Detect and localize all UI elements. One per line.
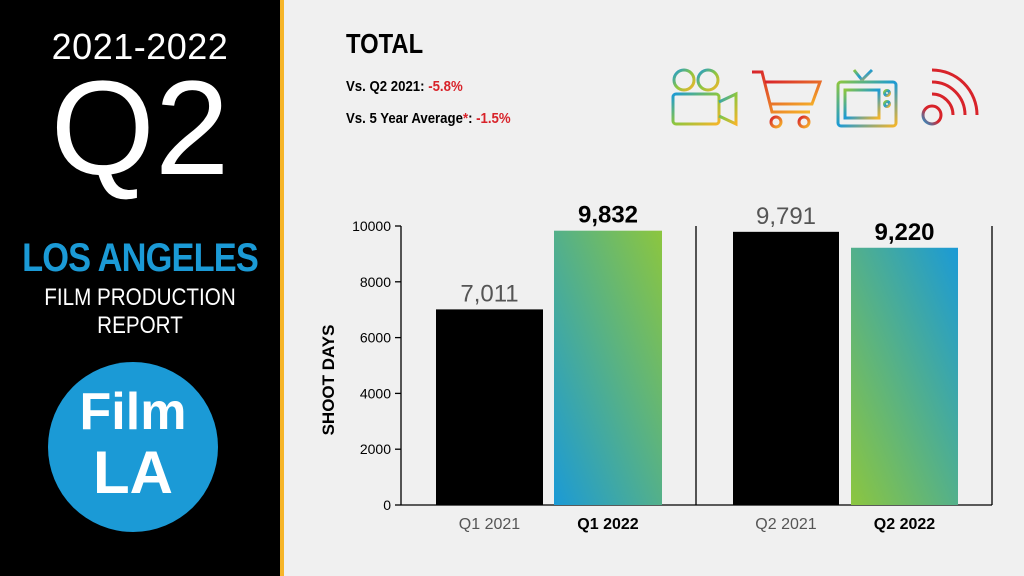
stat-label: Vs. Q2 2021 — [346, 78, 421, 95]
section-title: TOTAL — [346, 28, 424, 59]
y-axis-label: SHOOT DAYS — [319, 325, 338, 436]
stat-colon: : — [468, 110, 473, 127]
stat-vs-q2-2021: Vs. Q2 2021: -5.8% — [346, 78, 463, 95]
data-label: 9,791 — [756, 203, 816, 230]
sidebar: 2021-2022 Q2 LOS ANGELES FILM PRODUCTION… — [0, 0, 280, 576]
report-years: 2021-2022 — [51, 26, 229, 67]
data-label: 7,011 — [460, 280, 518, 307]
shoot-days-chart: SHOOT DAYS 0 2000 4000 6000 8000 10000 7,011 Q1… — [319, 202, 993, 533]
y-tick-label: 4000 — [360, 385, 391, 401]
stat-value: -5.8% — [428, 78, 463, 95]
x-tick-label: Q2 2021 — [755, 516, 816, 533]
city-title: LOS ANGELES — [22, 236, 259, 280]
report-quarter: Q2 — [50, 54, 230, 203]
bar — [554, 230, 662, 505]
bar — [436, 309, 543, 505]
logo-line-2: LA — [93, 439, 173, 506]
logo-line-1: Film — [79, 383, 187, 441]
y-tick-label: 8000 — [360, 274, 391, 290]
stat-value: -1.5% — [476, 110, 511, 127]
y-tick-label: 10000 — [352, 218, 391, 234]
stat-colon: : — [420, 78, 425, 95]
y-tick-label: 6000 — [360, 330, 391, 346]
data-label: 9,832 — [578, 202, 638, 229]
x-tick-label: Q1 2021 — [459, 516, 520, 533]
television-icon — [836, 68, 898, 128]
sidebar-divider — [280, 0, 284, 576]
stat-label: Vs. 5 Year Average — [346, 110, 463, 127]
stat-asterisk: * — [462, 110, 469, 127]
y-tick-label: 0 — [383, 497, 391, 513]
report-name: FILM PRODUCTION REPORT — [44, 284, 236, 339]
shopping-cart-icon — [752, 70, 823, 129]
x-tick-label: Q1 2022 — [577, 516, 638, 533]
filmla-logo: Film LA — [48, 362, 218, 532]
bar — [851, 247, 958, 505]
data-label: 9,220 — [874, 219, 934, 246]
film-camera-icon — [671, 68, 738, 127]
y-tick-label: 2000 — [360, 441, 391, 457]
broadcast-icon — [921, 68, 979, 126]
x-tick-label: Q2 2022 — [874, 516, 935, 533]
bar — [733, 231, 839, 505]
category-icons — [671, 68, 979, 129]
stat-vs-5-year-average: Vs. 5 Year Average*: -1.5% — [346, 110, 511, 127]
